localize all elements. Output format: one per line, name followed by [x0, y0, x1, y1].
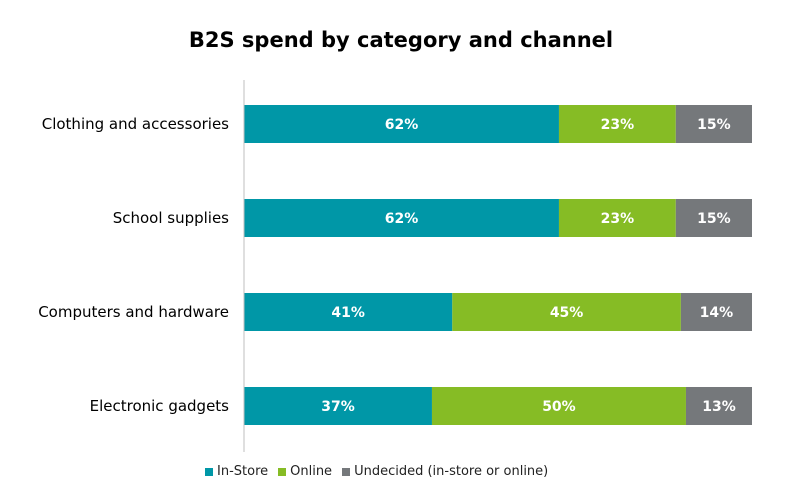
legend-label: In-Store [217, 464, 269, 479]
data-label: 50% [542, 399, 576, 415]
data-label: 15% [697, 117, 731, 133]
category-label: Clothing and accessories [42, 115, 229, 133]
legend-item: Undecided (in-store or online) [342, 464, 548, 479]
category-label: Electronic gadgets [90, 397, 230, 415]
bar-segment [452, 293, 681, 331]
category-label: Computers and hardware [38, 303, 229, 321]
data-label: 62% [385, 211, 419, 227]
data-label: 41% [331, 305, 365, 321]
data-label: 23% [601, 211, 635, 227]
bar-segment [244, 387, 432, 425]
category-label: School supplies [113, 209, 229, 227]
chart-legend: In-Store Online Undecided (in-store or onl… [205, 464, 558, 479]
data-label: 45% [550, 305, 584, 321]
bar-segment [244, 105, 559, 143]
bar-segment [558, 199, 676, 237]
bar-segment [244, 199, 559, 237]
data-label: 15% [697, 211, 731, 227]
data-label: 14% [700, 305, 734, 321]
bar-segment [431, 387, 686, 425]
legend-label: Online [290, 464, 333, 479]
data-label: 23% [601, 117, 635, 133]
legend-item: In-Store [205, 464, 268, 479]
legend-label: Undecided (in-store or online) [354, 464, 549, 479]
bar-segment [680, 293, 752, 331]
data-label: 37% [321, 399, 355, 415]
legend-swatch [278, 467, 287, 476]
bar-segment [685, 387, 752, 425]
bar-segment [244, 293, 453, 331]
data-label: 13% [702, 399, 736, 415]
data-label: 62% [385, 117, 419, 133]
legend-item: Online [278, 464, 332, 479]
chart-title: B2S spend by category and channel [188, 28, 614, 52]
legend-swatch [342, 467, 351, 476]
bar-segment [675, 105, 752, 143]
bar-segment [675, 199, 752, 237]
legend-swatch [205, 467, 213, 476]
bar-segment [558, 105, 676, 143]
